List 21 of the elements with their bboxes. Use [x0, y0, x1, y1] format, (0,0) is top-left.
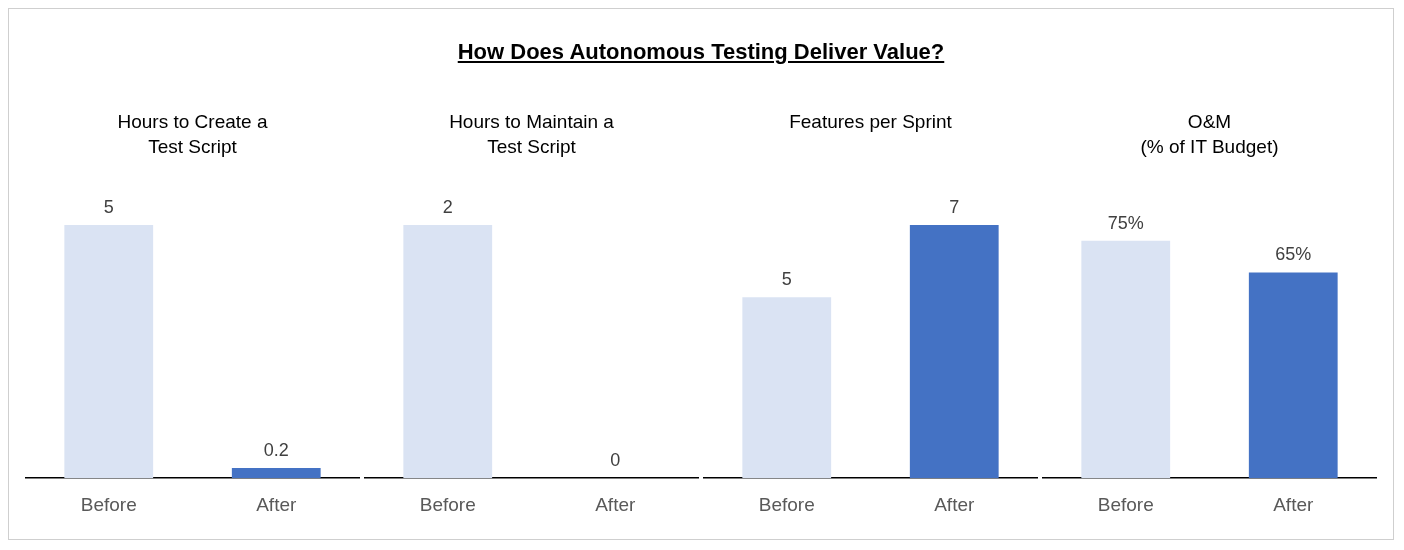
data-label: 5 [781, 269, 792, 290]
x-tick-label: After [1273, 493, 1314, 515]
x-tick-label: After [256, 493, 297, 515]
text: How Does Autonomous Testing Deliver Value? [457, 39, 945, 64]
data-label: 75% [1107, 212, 1144, 233]
x-tick-label: Before [419, 493, 476, 515]
data-label: 65% [1275, 244, 1312, 265]
data-label: 7 [949, 196, 960, 217]
chart-title: Hours to Maintain a Test Script [449, 110, 614, 159]
x-tick-label: Before [80, 493, 137, 515]
data-label: 2 [442, 196, 453, 217]
x-tick-label: Before [1097, 493, 1154, 515]
chart-title: Features per Sprint [789, 110, 952, 134]
x-tick-label: After [595, 493, 636, 515]
chart-title: O&M (% of IT Budget) [1140, 110, 1279, 159]
data-label: 0.2 [263, 440, 289, 461]
x-tick-label: After [934, 493, 975, 515]
chart-title: Hours to Create a Test Script [117, 110, 268, 159]
x-tick-label: Before [758, 493, 815, 515]
data-label: 0 [610, 450, 621, 471]
data-label: 5 [103, 196, 114, 217]
